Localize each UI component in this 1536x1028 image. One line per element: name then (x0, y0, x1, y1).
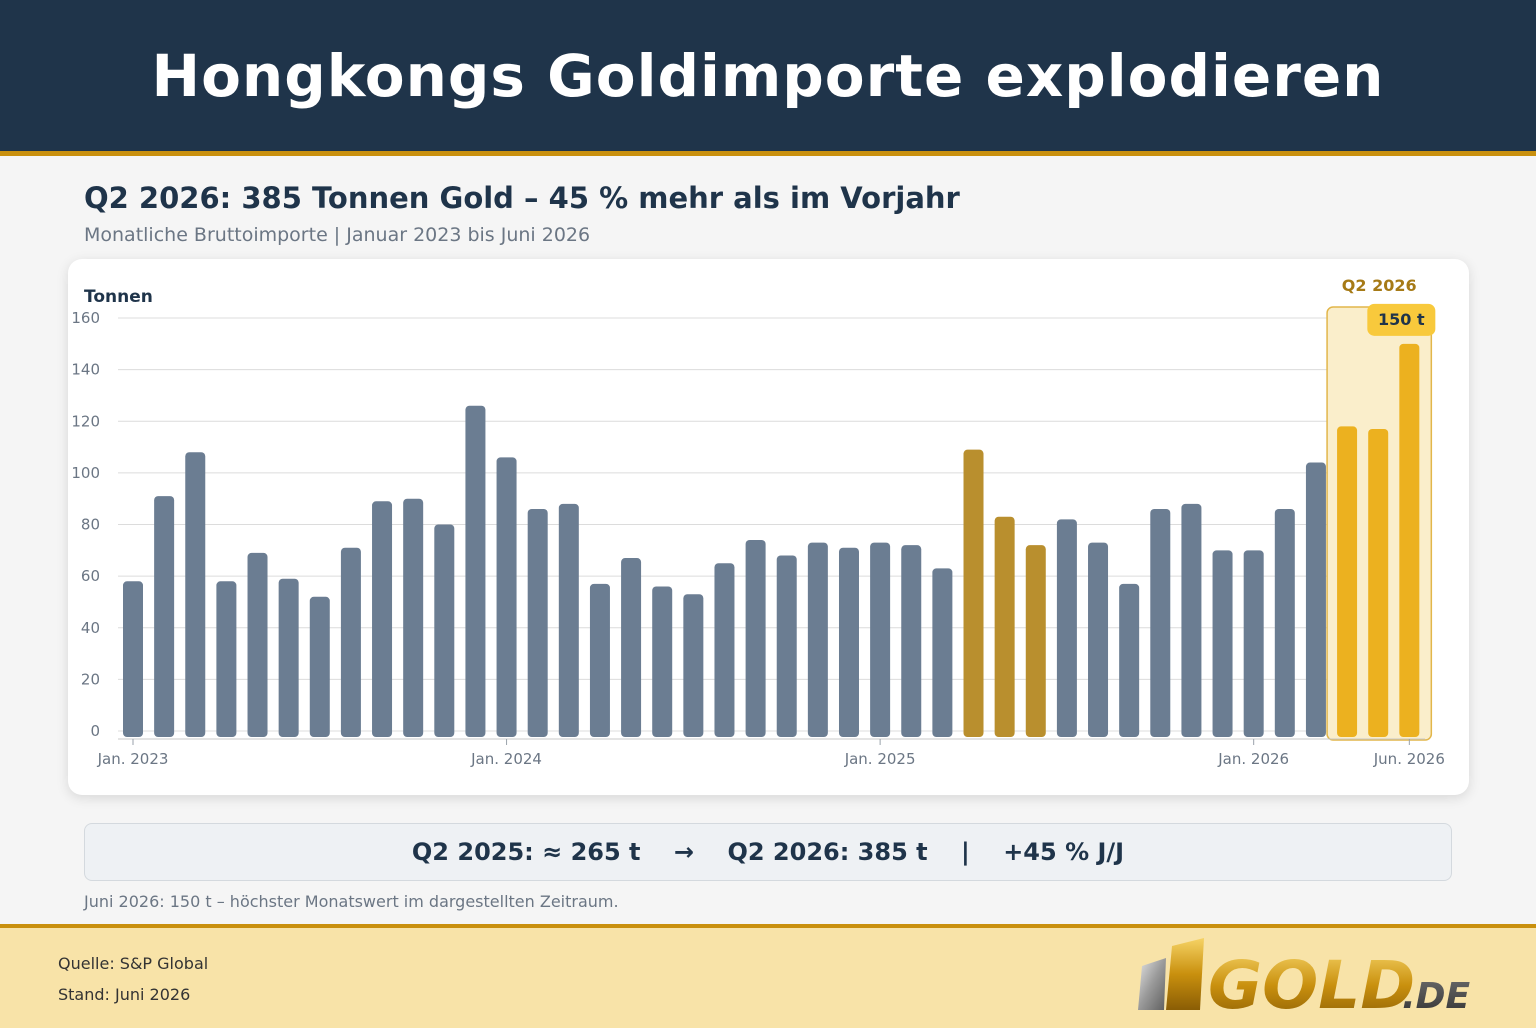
logo-text: GOLD (1208, 947, 1415, 1022)
y-tick-label: 120 (71, 412, 100, 430)
y-axis-label: Tonnen (84, 287, 153, 307)
bar (309, 596, 330, 737)
y-tick-label: 140 (71, 361, 100, 379)
bar (496, 457, 517, 737)
footnote: Juni 2026: 150 t – höchster Monatswert i… (84, 892, 619, 911)
bar (1368, 428, 1389, 737)
bar (340, 547, 361, 737)
y-tick-label: 20 (81, 670, 100, 688)
chart-card: 0 20 40 60 80 100 120 140 160 Tonnen Q2 2026 Jan. 2… (68, 259, 1469, 795)
y-tick-label: 40 (81, 619, 100, 637)
bar (1337, 426, 1358, 737)
bar (465, 405, 486, 737)
bar (1212, 550, 1233, 737)
bar (1181, 503, 1202, 737)
x-tick-label: Jan. 2026 (1217, 750, 1289, 768)
bar (807, 542, 828, 737)
bar-chart: 0 20 40 60 80 100 120 140 160 Tonnen Q2 2026 Jan. 2… (71, 276, 1445, 768)
y-tick-label: 60 (81, 567, 100, 585)
peak-label-badge (1367, 303, 1436, 336)
gold-de-logo: GOLD .DE (1138, 938, 1471, 1022)
bar (901, 545, 922, 737)
bar (932, 568, 953, 737)
x-tick-label: Jan. 2025 (844, 750, 916, 768)
bar (1088, 542, 1109, 737)
x-tick-label: Jan. 2024 (470, 750, 542, 768)
y-tick-label: 160 (71, 309, 100, 327)
bar (1274, 509, 1295, 737)
bar (1025, 545, 1046, 737)
bar (683, 594, 704, 737)
bar (994, 516, 1015, 737)
bar (1119, 583, 1140, 737)
highlight-label: Q2 2026 (1342, 276, 1417, 295)
chart-subheadline: Monatliche Bruttoimporte | Januar 2023 b… (84, 224, 591, 246)
footer: Quelle: S&P Global Stand: Juni 2026 GOLD… (0, 924, 1536, 1028)
x-tick-label: Jan. 2023 (97, 750, 169, 768)
y-tick-label: 80 (81, 516, 100, 534)
date-label: Stand: Juni 2026 (58, 985, 191, 1004)
y-tick-label: 100 (71, 464, 100, 482)
bar (278, 578, 299, 737)
bar (185, 452, 206, 737)
bar (745, 539, 766, 737)
header-bar: Hongkongs Goldimporte explodieren (0, 0, 1536, 156)
bar (776, 555, 797, 737)
bar (1305, 462, 1326, 737)
bar (434, 524, 455, 737)
bar (621, 558, 642, 737)
bar (870, 542, 891, 737)
peak-label: 150 t (1378, 310, 1425, 329)
y-tick-label: 0 (90, 722, 100, 740)
bar (1243, 550, 1264, 737)
page-title: Hongkongs Goldimporte explodieren (151, 41, 1385, 110)
bar (838, 547, 859, 737)
bar (714, 563, 735, 737)
silver-bar-icon (1138, 958, 1166, 1010)
bar (403, 498, 424, 737)
bar (963, 449, 984, 737)
chart-headline: Q2 2026: 385 Tonnen Gold – 45 % mehr als… (84, 181, 960, 215)
gold-bar-icon (1166, 938, 1204, 1010)
bar (589, 583, 610, 737)
bar (652, 586, 673, 737)
source-label: Quelle: S&P Global (58, 954, 209, 973)
bar (216, 581, 237, 737)
bar (372, 501, 393, 737)
logo-suffix: .DE (1402, 976, 1471, 1017)
x-tick-label: Jun. 2026 (1373, 750, 1445, 768)
summary-box: Q2 2025: ≈ 265 t → Q2 2026: 385 t | +45 … (84, 823, 1452, 881)
bar (1150, 509, 1171, 737)
bar (154, 496, 175, 737)
bar (1399, 343, 1420, 737)
bar (558, 503, 579, 737)
bar (123, 581, 143, 737)
bar (527, 509, 548, 737)
bar (1056, 519, 1077, 737)
bar (247, 552, 268, 737)
